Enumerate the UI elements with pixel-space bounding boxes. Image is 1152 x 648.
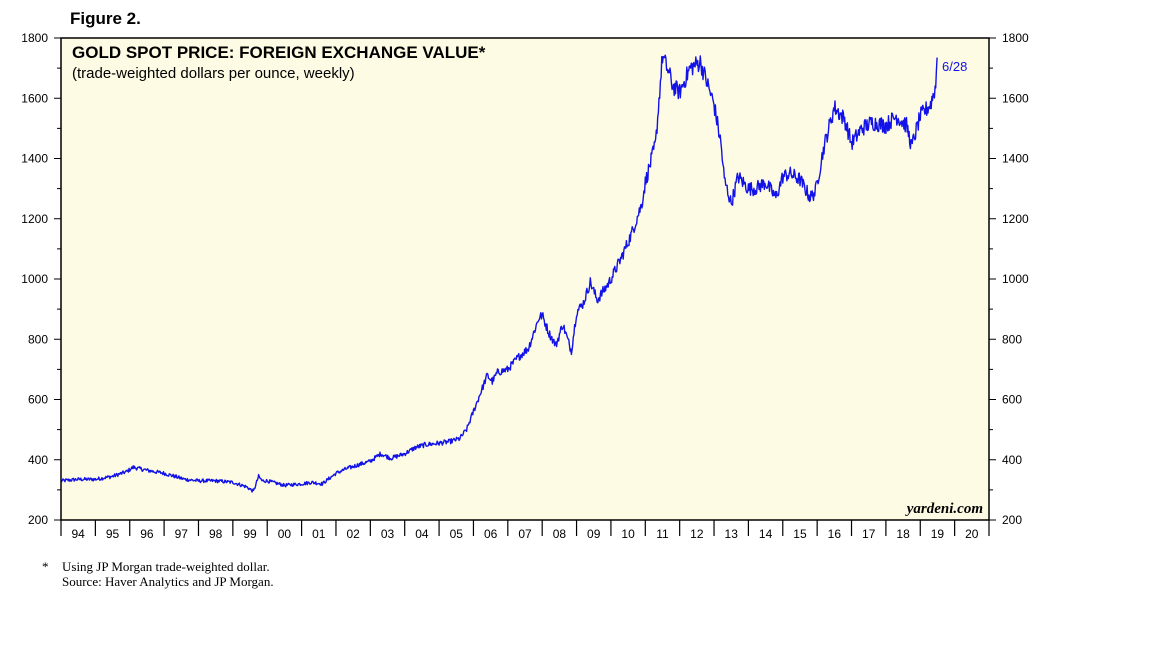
x-tick-label: 18 bbox=[896, 527, 910, 541]
x-tick-label: 16 bbox=[828, 527, 842, 541]
source-note: Source: Haver Analytics and JP Morgan. bbox=[62, 574, 274, 589]
x-tick-label: 97 bbox=[175, 527, 189, 541]
y-axis-left: 200 400 600 800 1000 1200 1400 1600 1800 bbox=[21, 31, 61, 527]
x-tick-label: 98 bbox=[209, 527, 223, 541]
x-tick-label: 04 bbox=[415, 527, 429, 541]
x-tick-label: 15 bbox=[793, 527, 807, 541]
y-tick-label-left: 600 bbox=[28, 393, 48, 407]
y-tick-label-right: 1200 bbox=[1002, 212, 1029, 226]
y-tick-label-left: 800 bbox=[28, 332, 48, 346]
x-tick-label: 14 bbox=[759, 527, 773, 541]
series-line-gold-price bbox=[60, 54, 938, 493]
footnote-marker: * bbox=[42, 559, 49, 574]
x-tick-label: 09 bbox=[587, 527, 601, 541]
figure-label: Figure 2. bbox=[70, 9, 141, 28]
x-tick-label: 20 bbox=[965, 527, 979, 541]
chart-subtitle: (trade-weighted dollars per ounce, weekl… bbox=[72, 65, 355, 82]
x-tick-label: 08 bbox=[553, 527, 567, 541]
x-tick-label: 03 bbox=[381, 527, 395, 541]
y-tick-label-left: 1400 bbox=[21, 152, 48, 166]
x-tick-label: 00 bbox=[278, 527, 292, 541]
chart-title: GOLD SPOT PRICE: FOREIGN EXCHANGE VALUE* bbox=[72, 43, 486, 62]
y-tick-label-right: 1400 bbox=[1002, 152, 1029, 166]
x-tick-label: 99 bbox=[243, 527, 257, 541]
x-tick-label: 95 bbox=[106, 527, 120, 541]
y-tick-label-left: 1600 bbox=[21, 91, 48, 105]
x-tick-label: 17 bbox=[862, 527, 876, 541]
y-axis-right: 200 400 600 800 1000 1200 1400 1600 1800 bbox=[989, 31, 1029, 527]
y-tick-label-right: 1800 bbox=[1002, 31, 1029, 45]
x-tick-label: 19 bbox=[931, 527, 945, 541]
x-tick-label: 02 bbox=[346, 527, 360, 541]
end-date-label: 6/28 bbox=[942, 59, 967, 74]
x-tick-label: 96 bbox=[140, 527, 154, 541]
y-tick-label-right: 1600 bbox=[1002, 91, 1029, 105]
footnote: * Using JP Morgan trade-weighted dollar.… bbox=[42, 559, 274, 589]
y-tick-label-left: 1000 bbox=[21, 272, 48, 286]
y-tick-label-right: 800 bbox=[1002, 332, 1022, 346]
y-tick-label-right: 600 bbox=[1002, 393, 1022, 407]
x-tick-label: 07 bbox=[518, 527, 532, 541]
x-tick-label: 06 bbox=[484, 527, 498, 541]
x-tick-label: 94 bbox=[72, 527, 86, 541]
y-tick-label-right: 1000 bbox=[1002, 272, 1029, 286]
x-axis: 94 95 96 97 98 99 00 01 02 03 04 05 06 07 08 09 10 11 12 13… bbox=[60, 520, 990, 541]
x-tick-label: 13 bbox=[725, 527, 739, 541]
y-tick-label-left: 1800 bbox=[21, 31, 48, 45]
x-tick-label: 10 bbox=[621, 527, 635, 541]
x-tick-label: 12 bbox=[690, 527, 704, 541]
y-tick-label-left: 200 bbox=[28, 513, 48, 527]
y-tick-label-right: 200 bbox=[1002, 513, 1022, 527]
x-tick-label: 01 bbox=[312, 527, 326, 541]
x-tick-label: 05 bbox=[450, 527, 464, 541]
watermark-yardeni: yardeni.com bbox=[905, 501, 983, 517]
footnote-text: Using JP Morgan trade-weighted dollar. bbox=[62, 559, 270, 574]
plot-area bbox=[61, 38, 989, 520]
plot-frame bbox=[60, 37, 990, 521]
x-tick-label: 11 bbox=[656, 527, 669, 541]
y-tick-label-right: 400 bbox=[1002, 453, 1022, 467]
y-tick-label-left: 400 bbox=[28, 453, 48, 467]
y-tick-label-left: 1200 bbox=[21, 212, 48, 226]
